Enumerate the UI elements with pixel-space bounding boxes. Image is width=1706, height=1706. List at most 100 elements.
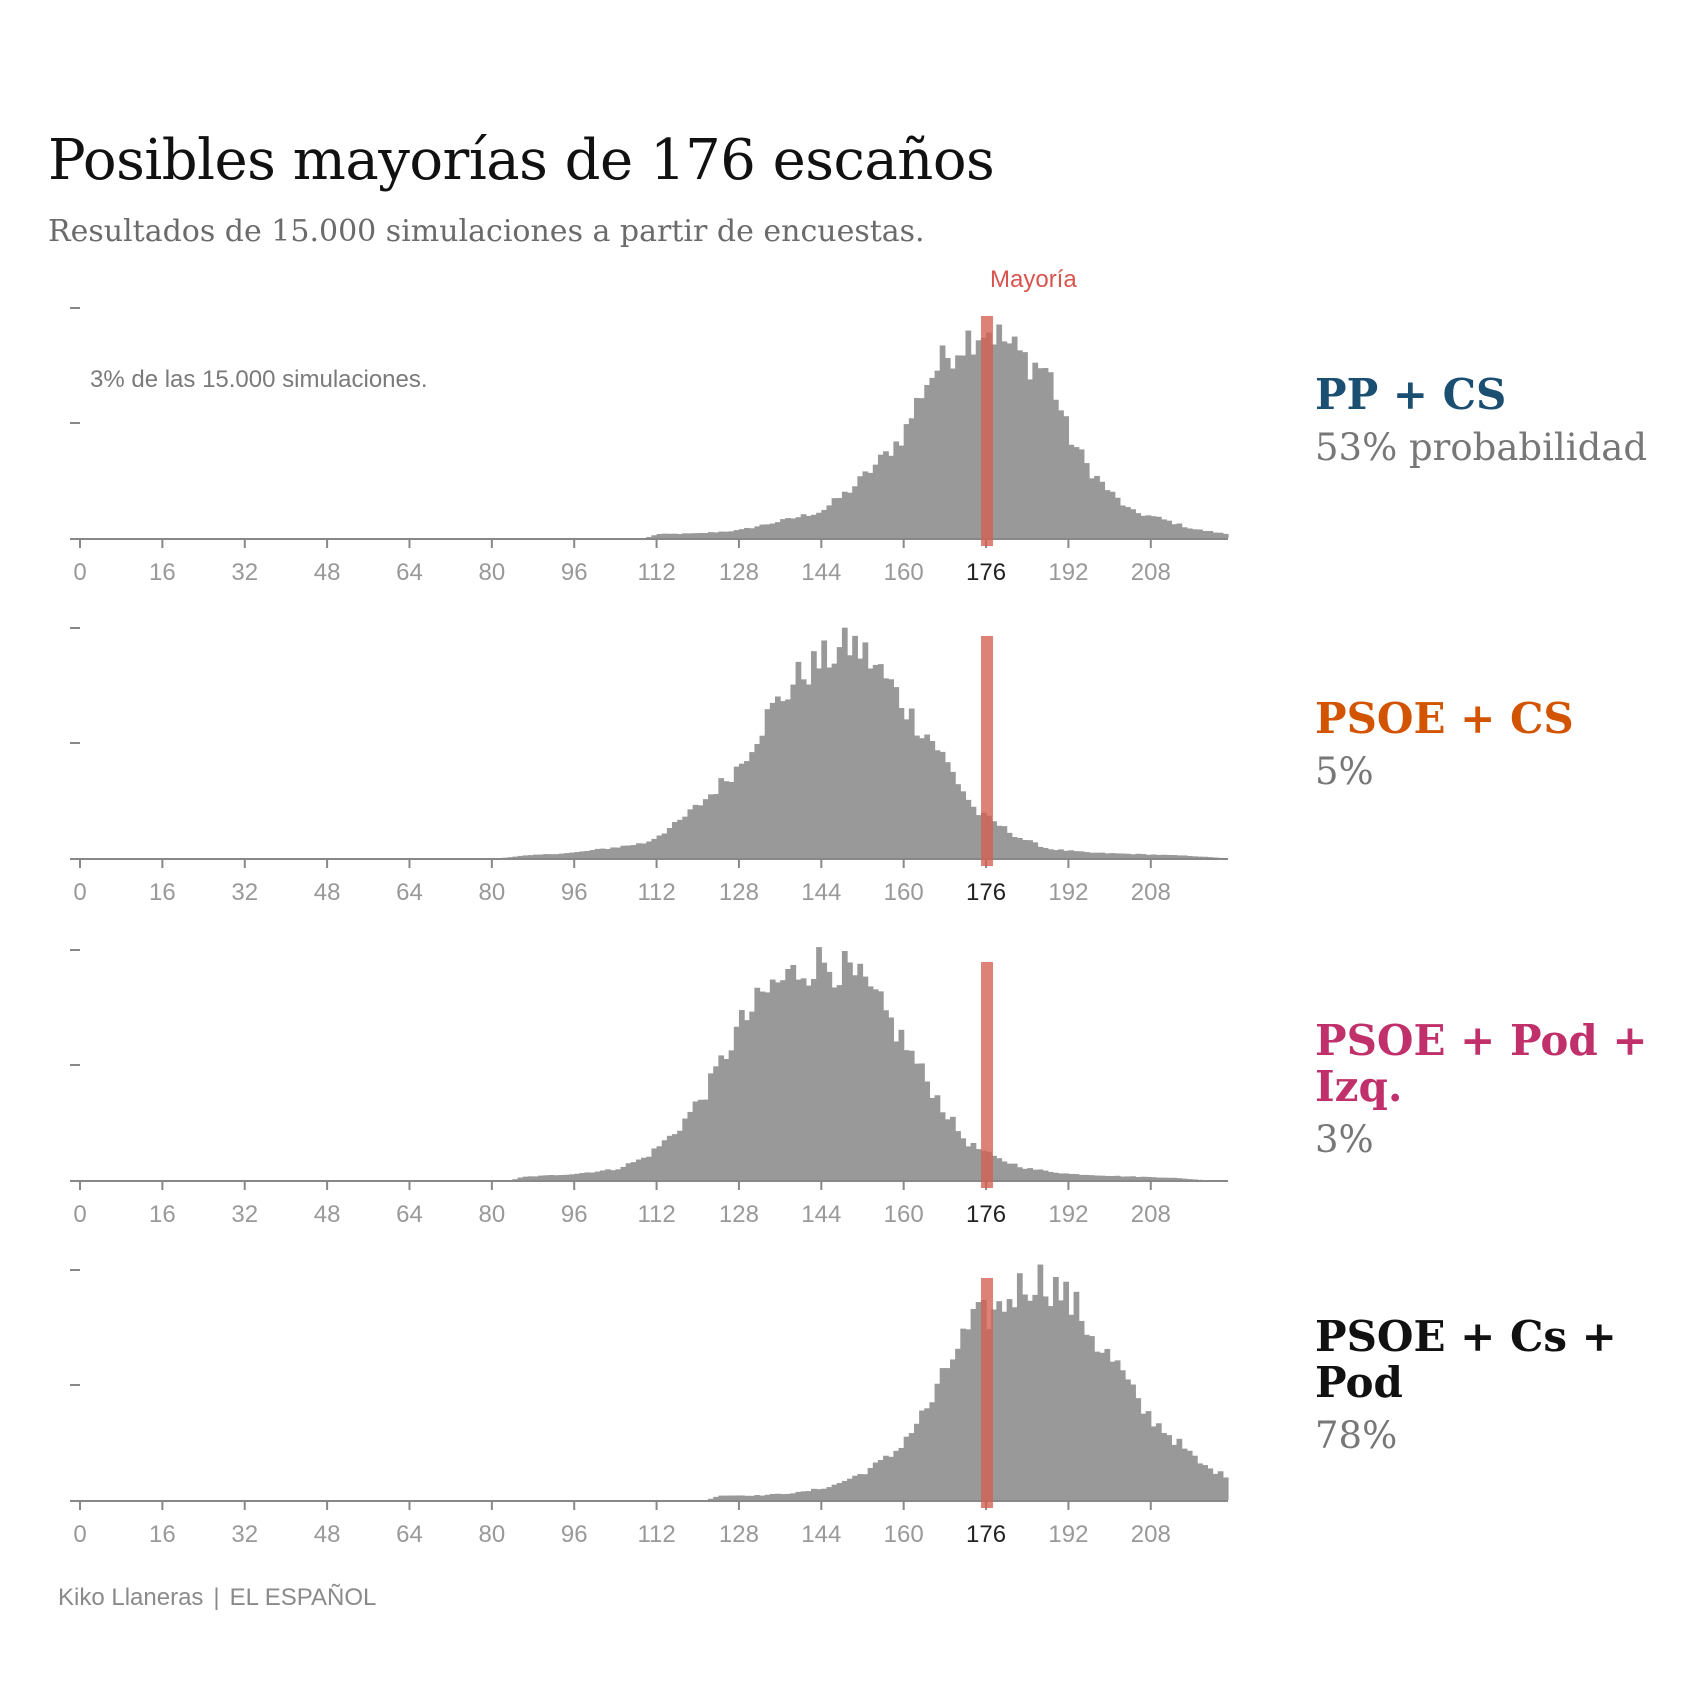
histogram-bar	[769, 523, 776, 538]
x-tick-label: 32	[231, 879, 258, 906]
majority-band	[981, 636, 994, 866]
histogram-bar	[898, 708, 905, 858]
histogram-bar	[800, 679, 807, 858]
histogram-bar	[1063, 1173, 1070, 1180]
histogram-bar	[1155, 854, 1162, 858]
histogram-bar	[1161, 519, 1167, 538]
histogram-bar	[1186, 1179, 1193, 1180]
histogram-bar	[744, 527, 750, 538]
histogram-bar	[533, 1176, 539, 1180]
histogram-bar	[1083, 1174, 1090, 1180]
histogram-bar	[1016, 837, 1023, 858]
histogram-bar	[733, 530, 740, 538]
histogram-bar	[975, 1149, 982, 1180]
x-tick-label: 176	[966, 1201, 1006, 1228]
histogram-bar	[620, 1166, 627, 1180]
histogram-bar	[641, 843, 647, 858]
histogram-bar	[872, 989, 879, 1180]
x-tick-label: 160	[884, 1201, 924, 1228]
histogram-bar	[790, 518, 797, 538]
histogram-bar	[919, 738, 925, 858]
histogram-bar	[728, 1495, 735, 1500]
y-unit-note: 3% de las 15.000 simulaciones.	[90, 366, 428, 393]
histogram-bar	[1202, 530, 1209, 538]
histogram-bar	[656, 835, 663, 858]
histogram-bar	[975, 1302, 982, 1500]
histogram-bar	[1063, 1281, 1070, 1500]
histogram-bar	[950, 1359, 956, 1500]
histogram-bar	[898, 1029, 905, 1180]
histogram-bar	[1011, 837, 1018, 858]
x-tick-label: 128	[719, 1521, 759, 1548]
histogram-bar	[795, 517, 802, 538]
histogram-bar	[1078, 1320, 1085, 1500]
histogram-bar	[1181, 1448, 1188, 1500]
histogram-bar	[893, 687, 900, 858]
histogram-bar	[1114, 497, 1121, 538]
histogram-bar	[1145, 1176, 1152, 1180]
histogram-bar	[919, 398, 925, 538]
histogram-bar	[1207, 531, 1214, 538]
legend-probability: 3%	[1315, 1118, 1374, 1162]
histogram-bar	[1001, 1161, 1008, 1180]
histogram-bar	[944, 357, 951, 538]
histogram-bar	[1104, 490, 1111, 538]
histogram-bar	[599, 1170, 606, 1180]
histogram-bar	[924, 385, 931, 538]
histogram-bar	[1011, 1163, 1018, 1180]
histogram-bar	[924, 1408, 931, 1500]
x-tick-label: 208	[1131, 1521, 1171, 1548]
histogram-bar	[1171, 524, 1178, 538]
histogram-bar	[831, 1484, 838, 1500]
x-tick-label: 128	[719, 1201, 759, 1228]
histogram-bar	[697, 532, 704, 538]
histogram-bar	[733, 766, 740, 858]
histogram-bar	[718, 531, 725, 538]
histogram-bar	[774, 1493, 781, 1500]
histogram-bar	[996, 1158, 1003, 1180]
histogram-bar	[708, 532, 714, 538]
histogram-bar	[733, 1495, 740, 1500]
histogram-bar	[517, 855, 524, 858]
x-tick-label: 32	[231, 1521, 258, 1548]
histogram-bar	[1083, 463, 1090, 538]
histogram-bar	[718, 1055, 725, 1180]
histogram-bar	[841, 491, 848, 538]
histogram-bar	[780, 701, 786, 858]
x-tick-label: 32	[231, 559, 258, 586]
histogram-bar	[1058, 849, 1064, 858]
histogram-bar	[651, 1148, 658, 1180]
histogram-bar	[1130, 509, 1136, 538]
x-tick-label: 208	[1131, 559, 1171, 586]
histogram-bar	[816, 1489, 822, 1500]
histogram-bar	[1176, 1438, 1183, 1500]
x-tick-label: 48	[314, 1521, 341, 1548]
histogram-bar	[1089, 1336, 1095, 1500]
histogram-bar	[1109, 491, 1116, 538]
histogram-bar	[1217, 532, 1224, 538]
histogram-bar	[548, 854, 555, 858]
x-tick-label: 64	[396, 1201, 423, 1228]
histogram-bar	[1083, 1334, 1090, 1500]
histogram-bar	[913, 1423, 920, 1500]
histogram-bar	[1109, 853, 1116, 858]
histogram-bar	[816, 512, 822, 538]
x-tick-label: 64	[396, 1521, 423, 1548]
histogram-bar	[1032, 1294, 1039, 1500]
histogram-bar	[754, 744, 761, 858]
histogram-bar	[1022, 839, 1028, 858]
histogram-bar	[522, 855, 529, 858]
x-tick-label: 192	[1048, 879, 1088, 906]
histogram-bar	[718, 778, 725, 858]
histogram-bar	[950, 368, 956, 538]
histogram-bar	[1042, 1170, 1049, 1180]
histogram-bar	[1016, 350, 1023, 538]
histogram-bar	[1109, 1176, 1116, 1180]
histogram-bar	[795, 1491, 802, 1500]
histogram-bar	[1099, 1175, 1106, 1180]
histogram-bar	[589, 1172, 596, 1180]
histogram-bar	[1016, 1273, 1023, 1500]
histogram-bar	[744, 1020, 750, 1180]
x-tick-label: 192	[1048, 559, 1088, 586]
histogram-bar	[1063, 416, 1070, 538]
